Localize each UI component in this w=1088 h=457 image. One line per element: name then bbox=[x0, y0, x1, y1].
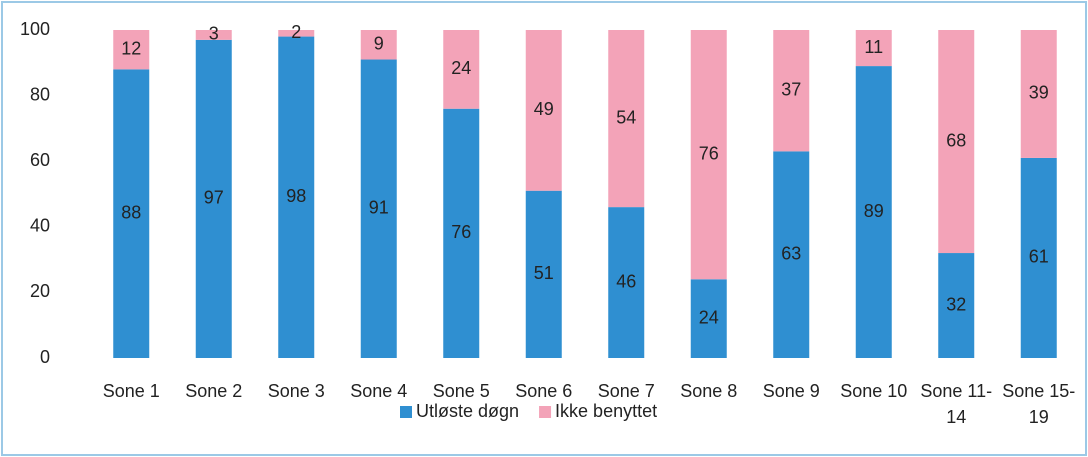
y-tick-label: 0 bbox=[40, 347, 50, 367]
data-label: 51 bbox=[534, 263, 554, 283]
data-label: 89 bbox=[864, 201, 884, 221]
data-label: 61 bbox=[1029, 247, 1049, 267]
data-label: 76 bbox=[451, 222, 471, 242]
data-label: 2 bbox=[291, 22, 301, 42]
x-tick-label: Sone 11-14 bbox=[920, 381, 993, 427]
y-tick-label: 100 bbox=[20, 19, 50, 39]
data-label: 11 bbox=[864, 37, 883, 57]
bar-segment bbox=[938, 30, 975, 254]
bar-segment bbox=[855, 66, 892, 358]
data-label: 12 bbox=[121, 38, 141, 58]
bar-segment bbox=[690, 30, 727, 280]
x-tick-label: Sone 6 bbox=[515, 381, 573, 401]
x-tick-label: Sone 5 bbox=[432, 381, 490, 401]
bar-segment bbox=[278, 30, 315, 37]
data-label: 63 bbox=[781, 243, 801, 263]
data-label: 54 bbox=[616, 107, 636, 127]
data-label: 24 bbox=[699, 307, 719, 327]
bar-segment bbox=[195, 30, 232, 40]
bar-segment bbox=[1020, 157, 1057, 358]
y-tick-label: 40 bbox=[30, 216, 50, 236]
bar-segment bbox=[525, 190, 562, 358]
data-label: 98 bbox=[286, 186, 306, 206]
bar-segment bbox=[773, 151, 810, 358]
y-tick-label: 20 bbox=[30, 281, 50, 301]
x-tick-label: Sone 10 bbox=[840, 381, 908, 401]
y-tick-label: 60 bbox=[30, 150, 50, 170]
x-tick-label: Sone 4 bbox=[350, 381, 408, 401]
x-tick-label: Sone 15-19 bbox=[1002, 381, 1076, 427]
bar-segment bbox=[608, 30, 645, 208]
bar-segment bbox=[1020, 30, 1057, 158]
data-label: 32 bbox=[946, 294, 966, 314]
bar-segment bbox=[113, 30, 150, 70]
x-tick-label: Sone 8 bbox=[680, 381, 738, 401]
x-tick-label: Sone 3 bbox=[267, 381, 325, 401]
bar-segment bbox=[773, 30, 810, 152]
bar-segment bbox=[278, 36, 315, 359]
data-label: 68 bbox=[946, 130, 966, 150]
legend-label: Utløste døgn bbox=[416, 401, 519, 421]
legend-swatch bbox=[539, 406, 552, 418]
data-label: 76 bbox=[699, 143, 719, 163]
x-tick-label: Sone 1 bbox=[102, 381, 160, 401]
legend-label: Ikke benyttet bbox=[555, 401, 657, 421]
bar-segment bbox=[360, 59, 397, 359]
bar-segment bbox=[690, 279, 727, 358]
bar-segment bbox=[360, 30, 397, 60]
x-tick-label: Sone 9 bbox=[762, 381, 820, 401]
x-tick-label: Sone 2 bbox=[185, 381, 243, 401]
x-tick-label: Sone 7 bbox=[597, 381, 655, 401]
data-label: 91 bbox=[369, 198, 389, 218]
data-label: 49 bbox=[534, 99, 554, 119]
bar-segment bbox=[443, 30, 480, 109]
data-label: 3 bbox=[209, 24, 219, 44]
bar-segment bbox=[195, 39, 232, 359]
legend-swatch bbox=[400, 406, 412, 418]
data-label: 24 bbox=[451, 58, 471, 78]
bar-segment bbox=[855, 30, 892, 67]
bar-segment bbox=[525, 30, 562, 191]
y-tick-label: 80 bbox=[30, 84, 50, 104]
data-label: 39 bbox=[1029, 83, 1049, 103]
data-label: 9 bbox=[374, 34, 384, 54]
bar-segment bbox=[113, 69, 150, 359]
bar-segment bbox=[938, 253, 975, 358]
data-label: 97 bbox=[204, 188, 224, 208]
data-label: 88 bbox=[121, 202, 141, 222]
bar-segment bbox=[608, 207, 645, 358]
bar-segment bbox=[443, 108, 480, 358]
data-label: 37 bbox=[781, 79, 801, 99]
data-label: 46 bbox=[616, 271, 636, 291]
